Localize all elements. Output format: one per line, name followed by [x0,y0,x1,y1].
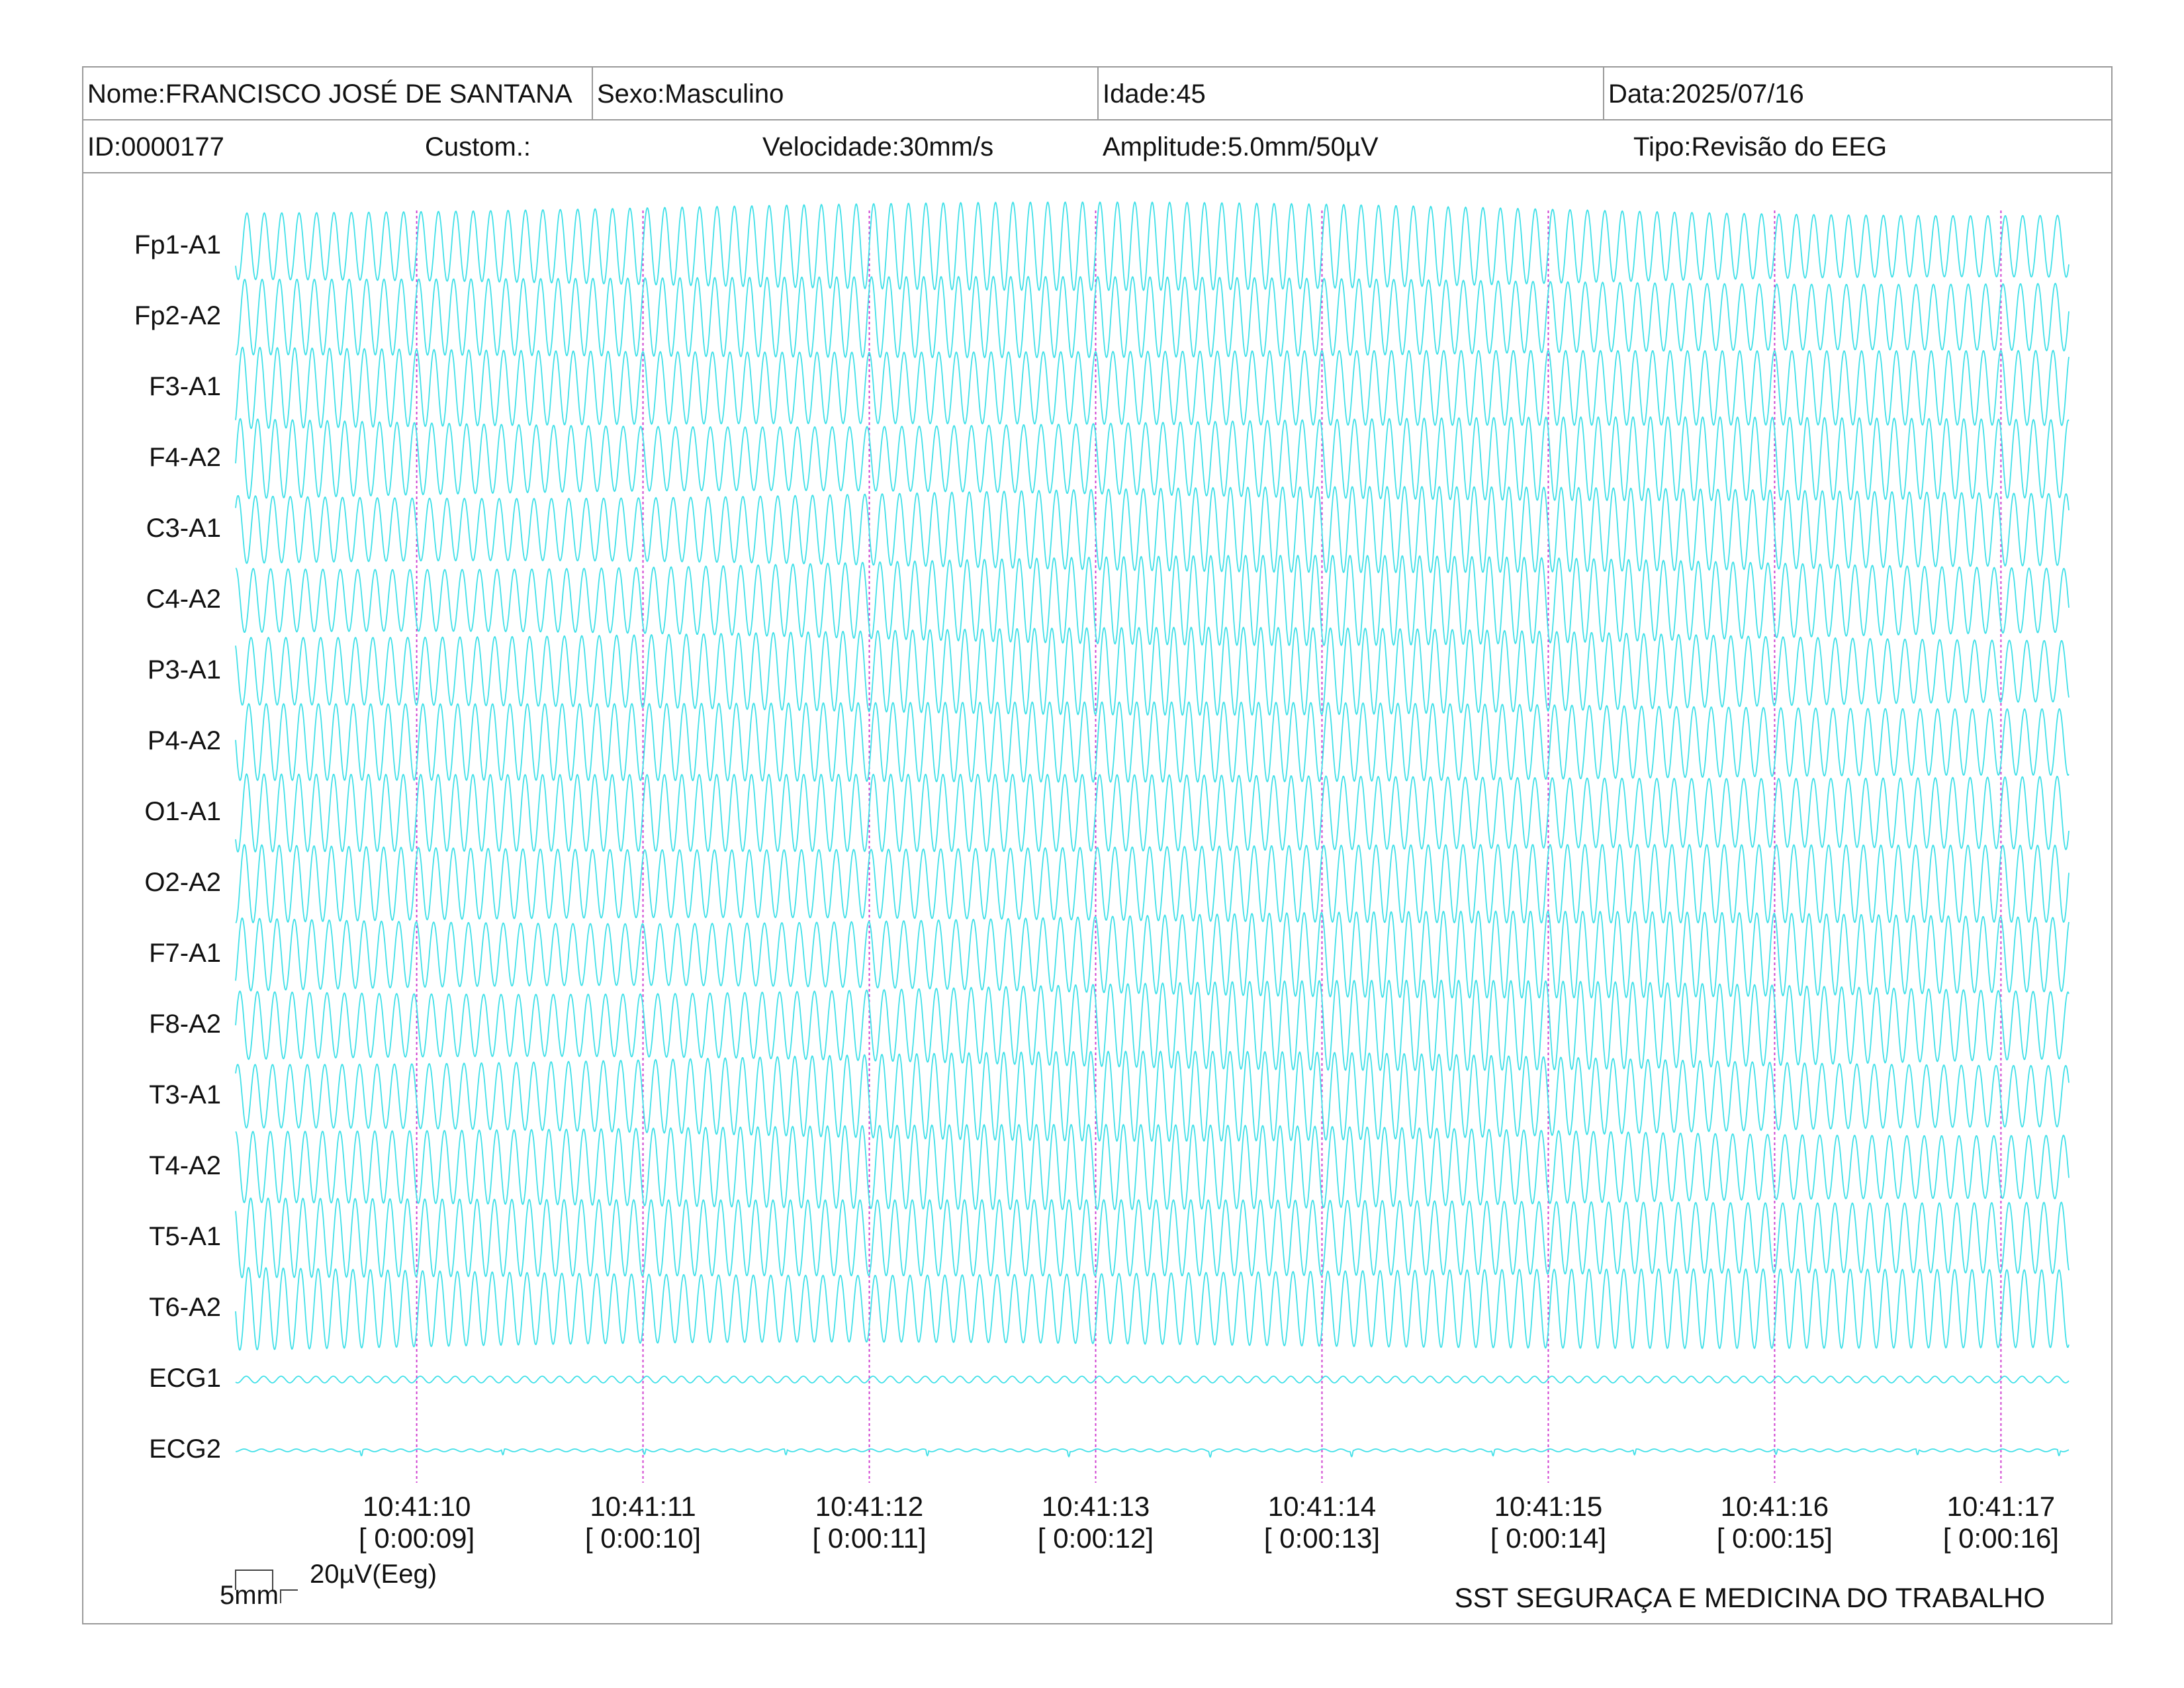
tick-elapsed: [ 0:00:15] [1716,1523,1833,1554]
channel-label: F3-A1 [149,372,221,401]
channel-label: F7-A1 [149,939,221,968]
amplitude-setting: Amplitude:5.0mm/50µV [1103,132,1379,162]
channel-trace [235,1050,2070,1143]
time-tick-label: 10:41:15[ 0:00:14] [1462,1491,1634,1554]
patient-sex: Sexo:Masculino [592,68,1097,119]
time-tick-label: 10:41:17[ 0:00:16] [1915,1491,2087,1554]
channel-label: T5-A1 [149,1222,221,1251]
tick-elapsed: [ 0:00:10] [584,1523,702,1554]
patient-name: Nome:FRANCISCO JOSÉ DE SANTANA [87,79,572,109]
tick-clock: 10:41:15 [1494,1491,1603,1522]
tick-elapsed: [ 0:00:16] [1942,1523,2059,1554]
tick-elapsed: [ 0:00:13] [1263,1523,1381,1554]
channel-label: P4-A2 [147,726,221,755]
channel-trace [235,1267,2070,1351]
time-tick-label: 10:41:12[ 0:00:11] [784,1491,956,1554]
channel-label: Fp1-A1 [134,230,221,259]
scale-amplitude: 20µV(Eeg) [310,1560,437,1589]
channel-label: T3-A1 [149,1080,221,1109]
time-tick-label: 10:41:13[ 0:00:12] [1010,1491,1182,1554]
channel-trace [235,626,2070,716]
channel-trace [235,554,2070,647]
record-id: ID:0000177 [87,132,224,162]
tick-clock: 10:41:16 [1720,1491,1829,1522]
channel-trace [235,1123,2070,1211]
record-date: Data:2025/07/16 [1603,68,2111,119]
tick-elapsed: [ 0:00:11] [812,1523,927,1554]
channel-label: C4-A2 [146,585,221,614]
channel-label: ECG2 [149,1434,221,1464]
scale-bracket-icon [235,1570,298,1603]
tick-clock: 10:41:17 [1946,1491,2056,1522]
tick-clock: 10:41:14 [1267,1491,1377,1522]
time-tick-label: 10:41:14[ 0:00:13] [1236,1491,1408,1554]
channel-label: T6-A2 [149,1293,221,1322]
patient-age: Idade:45 [1097,68,1603,119]
channel-trace [235,773,2070,853]
tick-elapsed: [ 0:00:09] [359,1523,475,1554]
channel-label: O1-A1 [144,797,221,826]
channel-trace [235,1376,2070,1383]
tick-clock: 10:41:13 [1041,1491,1150,1522]
channel-trace [235,843,2070,924]
time-tick-label: 10:41:10[ 0:00:09] [331,1491,503,1554]
scale-time: 5mm [220,1581,279,1610]
channel-label: C3-A1 [146,514,221,543]
channel-trace [235,275,2070,359]
tick-clock: 10:41:11 [590,1491,696,1522]
channel-trace [235,701,2070,783]
exam-type: Tipo:Revisão do EEG [1633,132,1888,162]
speed-setting: Velocidade:30mm/s [762,132,994,162]
tick-clock: 10:41:12 [815,1491,924,1522]
channel-trace [235,1197,2070,1279]
header-row-patient: Nome:FRANCISCO JOSÉ DE SANTANA Sexo:Masc… [83,68,2111,120]
channel-trace [235,485,2070,574]
tick-clock: 10:41:10 [362,1491,471,1522]
channel-trace [235,346,2070,430]
channel-label: T4-A2 [149,1151,221,1180]
tick-elapsed: [ 0:00:12] [1037,1523,1154,1554]
report-frame: Nome:FRANCISCO JOSÉ DE SANTANA Sexo:Masc… [82,66,2113,1624]
time-tick-label: 10:41:11[ 0:00:10] [557,1491,729,1554]
time-tick-label: 10:41:16[ 0:00:15] [1688,1491,1860,1554]
channel-label: ECG1 [149,1364,221,1393]
channel-label: F8-A2 [149,1009,221,1039]
header-row-recording: ID:0000177 Custom.: Velocidade:30mm/s Am… [83,120,2111,173]
tick-elapsed: [ 0:00:14] [1490,1523,1607,1554]
channel-trace [235,979,2070,1072]
channel-trace [235,201,2070,291]
custom-field: Custom.: [425,132,531,162]
channel-trace [235,910,2070,999]
channel-trace [235,1448,2070,1458]
channel-label: O2-A2 [144,868,221,897]
channel-label: F4-A2 [149,443,221,472]
clinic-name: SST SEGURAÇA E MEDICINA DO TRABALHO [1454,1582,2045,1613]
channel-label: Fp2-A2 [134,301,221,330]
channel-label: P3-A1 [147,655,221,684]
channel-trace [235,416,2070,502]
